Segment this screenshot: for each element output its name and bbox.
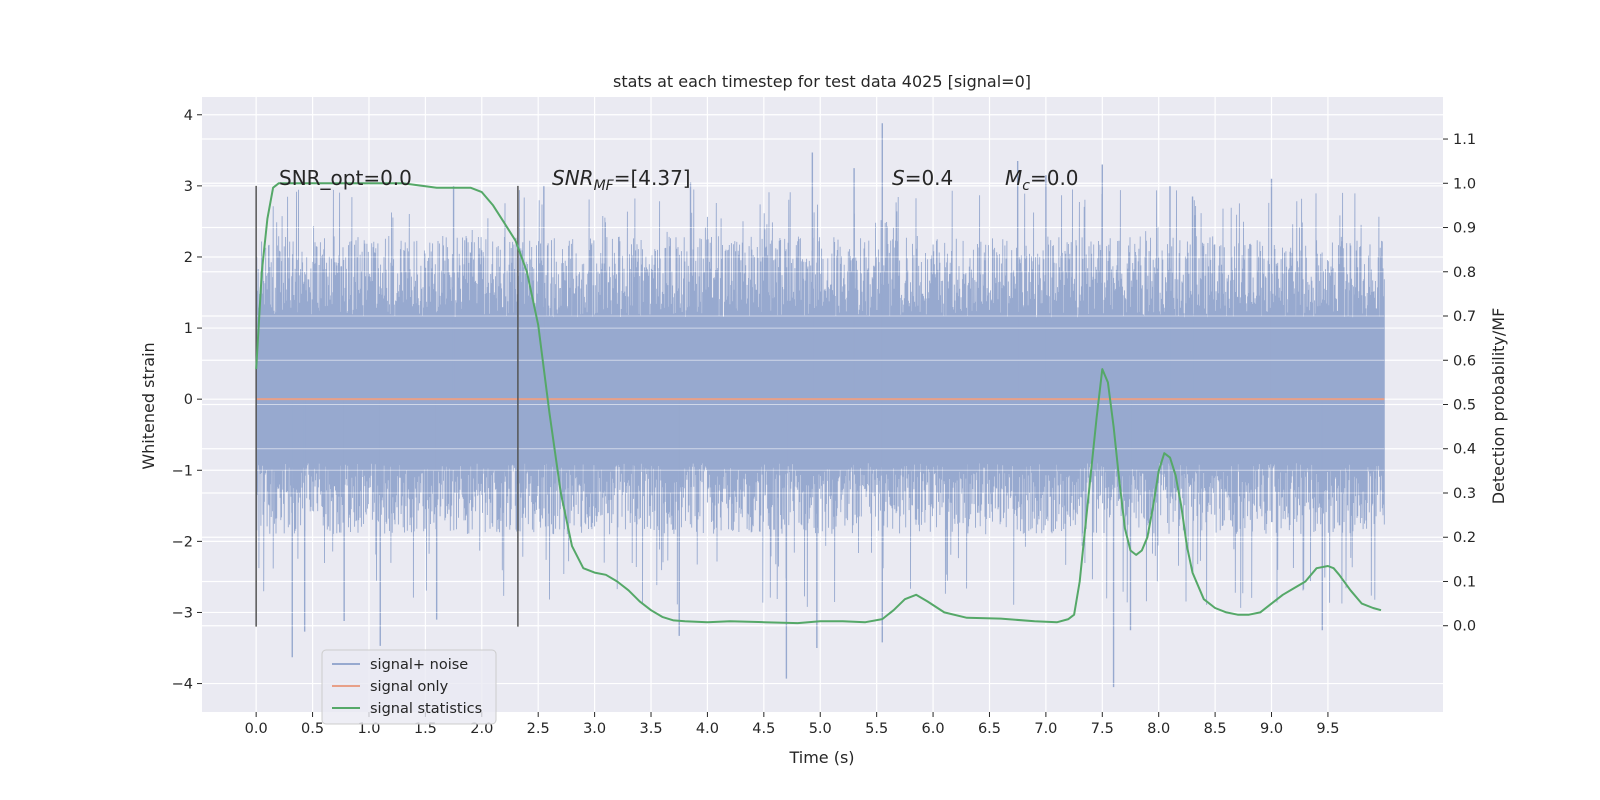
x-tick-label: 0.0: [245, 721, 268, 737]
x-tick-label: 5.0: [809, 721, 832, 737]
signal-statistics-series: [255, 182, 1382, 625]
annotation-mc-symbol: M: [1005, 166, 1022, 190]
y-tick-label: −4: [172, 677, 193, 693]
y-tick-label: 4: [184, 108, 193, 124]
annotation-mc-value: =0.0: [1030, 166, 1079, 190]
y-tick-label: 2: [184, 250, 193, 266]
x-tick-label: 6.5: [978, 721, 1001, 737]
x-tick-label: 7.5: [1091, 721, 1114, 737]
y2-tick-label: 1.1: [1453, 132, 1476, 148]
annotation-mc-subscript: c: [1022, 178, 1030, 194]
x-tick-label: 2.5: [527, 721, 550, 737]
y2-axis-label: Detection probability/MF: [1489, 308, 1508, 505]
annotation-s-symbol: S: [892, 166, 905, 190]
y2-tick-label: 1.0: [1453, 176, 1476, 192]
y2-axis-ticks: 0.0 0.1 0.2 0.3 0.4 0.5 0.6 0.7 0.8 0.9 1.0 1.1: [1443, 132, 1476, 635]
y-tick-label: 1: [184, 321, 193, 337]
y-tick-label: −3: [172, 605, 193, 621]
legend: signal+ noise signal only signal statist…: [321, 649, 497, 725]
x-tick-label: 1.5: [414, 721, 437, 737]
x-axis-ticks: 0.0 0.5 1.0 1.5 2.0 2.5 3.0 3.5 4.0 4.5 5.0 5.5 6.0 6…: [245, 712, 1339, 737]
legend-label-signal-statistics: signal statistics: [370, 701, 482, 717]
x-tick-label: 2.0: [470, 721, 493, 737]
x-tick-label: 7.0: [1034, 721, 1057, 737]
legend-box: [321, 649, 497, 725]
y-axis-ticks: −4 −3 −2 −1 0 1 2 3 4: [172, 108, 202, 693]
x-tick-label: 3.5: [639, 721, 662, 737]
y-axis-label: Whitened strain: [139, 342, 158, 469]
signal-noise-line: [255, 189, 1385, 608]
annotation-snr-mf-value: =[4.37]: [614, 166, 691, 190]
y2-tick-label: 0.5: [1453, 398, 1476, 414]
annotation-snr-mf-symbol: SNR: [552, 166, 594, 190]
x-tick-label: 9.5: [1316, 721, 1339, 737]
annotation-s-value: =0.4: [905, 166, 954, 190]
chart-title: stats at each timestep for test data 402…: [613, 72, 1031, 91]
annotation-snr-mf: SNRMF=[4.37]: [552, 166, 691, 194]
x-tick-label: 3.0: [583, 721, 606, 737]
y2-tick-label: 0.1: [1453, 574, 1476, 590]
x-tick-label: 8.5: [1204, 721, 1227, 737]
y2-tick-label: 0.8: [1453, 265, 1476, 281]
y-tick-label: 0: [184, 392, 193, 408]
signal-noise-series: [255, 114, 1385, 688]
y-tick-label: −2: [172, 534, 193, 550]
y2-tick-label: 0.3: [1453, 486, 1476, 502]
annotation-snr-mf-subscript: MF: [594, 178, 615, 194]
window-markers: [255, 185, 519, 627]
y-tick-label: 3: [184, 179, 193, 195]
legend-label-signal-noise: signal+ noise: [370, 657, 468, 673]
x-tick-label: 0.5: [301, 721, 324, 737]
y2-tick-label: 0.2: [1453, 530, 1476, 546]
y2-tick-label: 0.4: [1453, 442, 1476, 458]
x-tick-label: 8.0: [1147, 721, 1170, 737]
y2-tick-label: 0.0: [1453, 619, 1476, 635]
y2-tick-label: 0.7: [1453, 309, 1476, 325]
annotation-snr-opt: SNR_opt=0.0: [279, 166, 412, 190]
y2-tick-label: 0.9: [1453, 221, 1476, 237]
x-tick-label: 6.0: [922, 721, 945, 737]
legend-label-signal-only: signal only: [370, 679, 449, 695]
x-tick-label: 4.0: [696, 721, 719, 737]
y2-tick-label: 0.6: [1453, 353, 1476, 369]
annotation-mc: Mc=0.0: [1005, 166, 1079, 194]
x-axis-label: Time (s): [788, 748, 854, 767]
signal-statistics-line: [255, 182, 1382, 625]
x-tick-label: 1.0: [357, 721, 380, 737]
y-tick-label: −1: [172, 463, 193, 479]
annotation-s: S=0.4: [892, 166, 953, 190]
x-tick-label: 9.0: [1260, 721, 1283, 737]
x-tick-label: 4.5: [752, 721, 775, 737]
x-tick-label: 5.5: [865, 721, 888, 737]
